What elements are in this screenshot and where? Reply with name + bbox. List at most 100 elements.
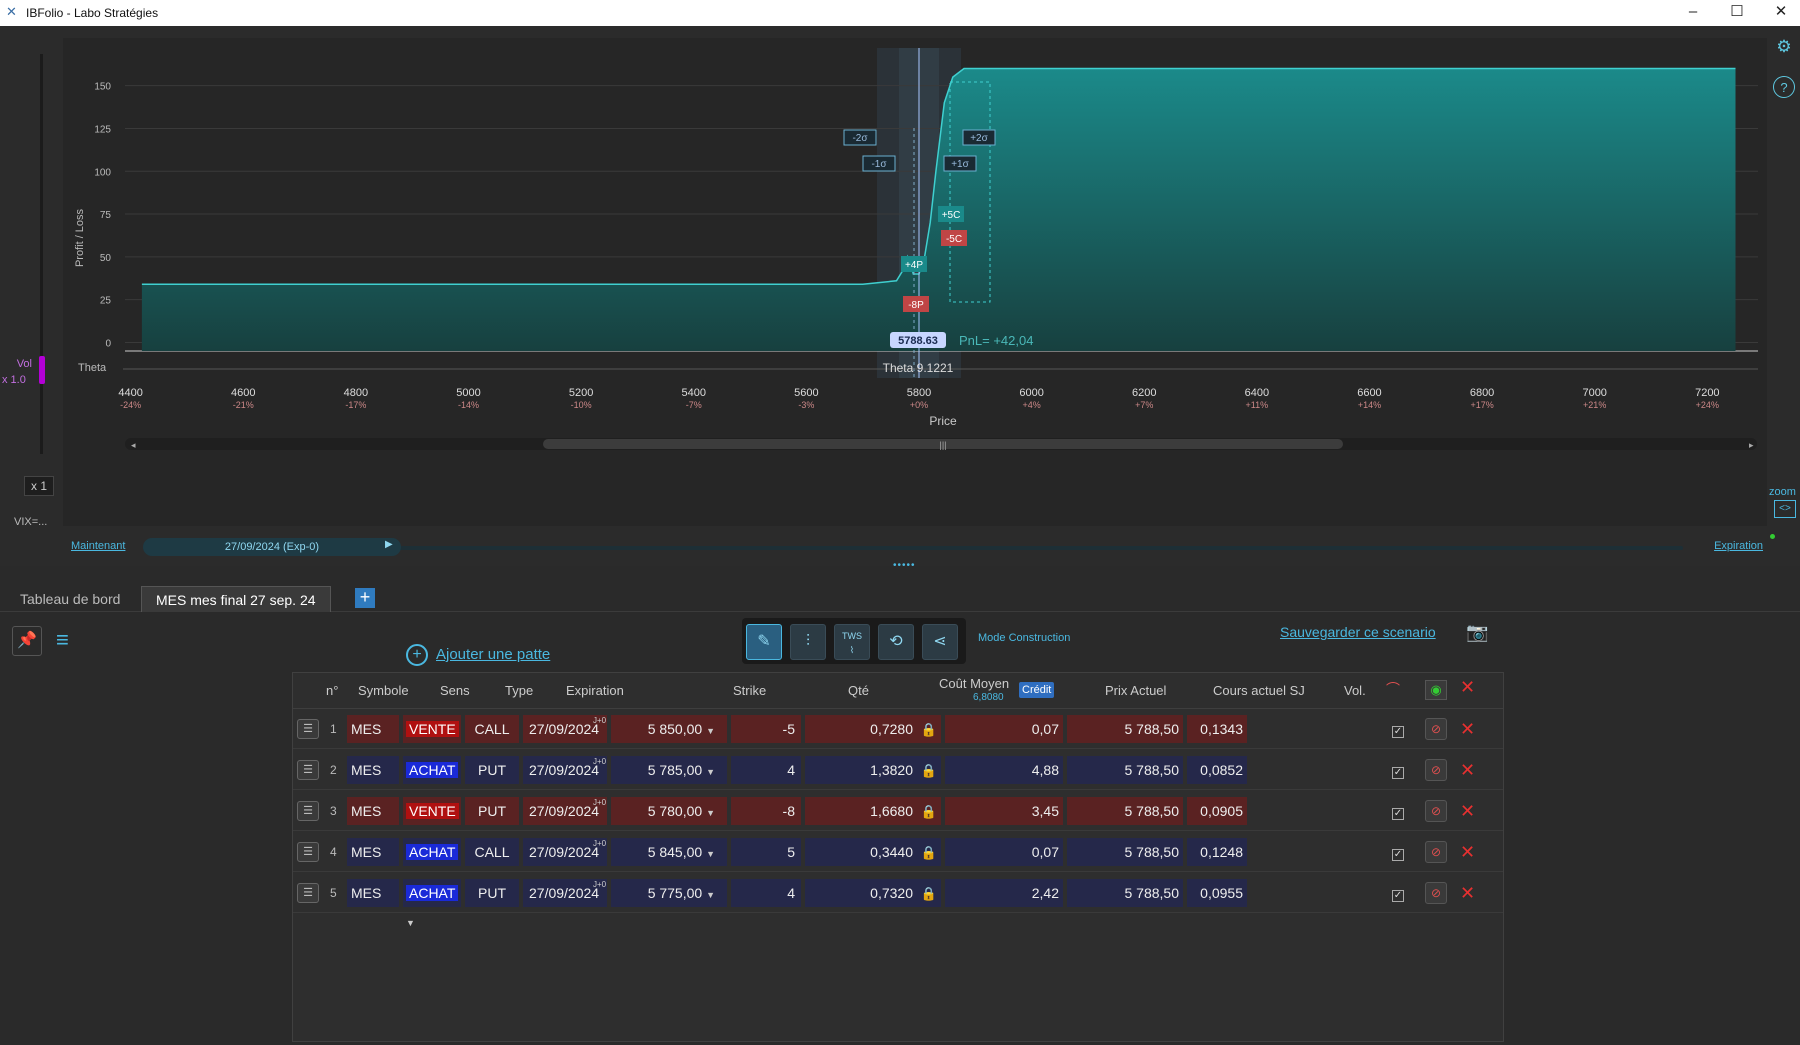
menu-icon[interactable]: ≡ [56, 627, 69, 652]
leg-vol[interactable]: 0,0955 [1187, 879, 1247, 907]
leg-strike[interactable]: 5 780,00 ▼ [611, 797, 727, 825]
hide-icon[interactable]: ⊘ [1425, 882, 1447, 910]
leg-symbol[interactable]: MES [347, 756, 399, 784]
sliders-icon[interactable]: ⫶ [790, 624, 826, 660]
chevron-down-icon[interactable]: ▼ [706, 726, 715, 736]
leg-quantity[interactable]: 4 [731, 879, 801, 907]
hide-icon[interactable]: ⊘ [1425, 800, 1447, 828]
leg-quantity[interactable]: 4 [731, 756, 801, 784]
leg-sens[interactable]: VENTE ▼ [403, 715, 461, 764]
tab-dashboard[interactable]: Tableau de bord [20, 591, 121, 607]
strike-tag-plus4p[interactable]: +4P [901, 256, 927, 272]
drag-handle-icon[interactable]: ☰ [297, 719, 319, 739]
timeline-date-slider[interactable]: 27/09/2024 (Exp-0) [143, 538, 401, 556]
timeline-expiration-link[interactable]: Expiration [1714, 540, 1763, 552]
leg-sens[interactable]: ACHAT ▼ [403, 879, 461, 928]
leg-strike[interactable]: 5 785,00 ▼ [611, 756, 727, 784]
multiplier-button[interactable]: x 1 [24, 476, 54, 496]
leg-type[interactable]: PUT [465, 879, 519, 907]
credit-badge[interactable]: Crédit [1019, 682, 1055, 698]
strike-tag-minus8p[interactable]: -8P [903, 296, 929, 312]
leg-strike[interactable]: 5 775,00 ▼ [611, 879, 727, 907]
leg-avg-cost[interactable]: 1,3820 [805, 756, 917, 784]
tab-strategy[interactable]: MES mes final 27 sep. 24 [141, 586, 331, 612]
leg-checkbox[interactable]: ✓ [1392, 726, 1404, 738]
vol-slider-thumb[interactable] [39, 356, 45, 384]
leg-sens[interactable]: ACHAT ▼ [403, 838, 461, 887]
hide-icon[interactable]: ⊘ [1425, 718, 1447, 746]
leg-vol[interactable]: 0,0905 [1187, 797, 1247, 825]
save-scenario-link[interactable]: Sauvegarder ce scenario [1280, 624, 1436, 640]
leg-checkbox[interactable]: ✓ [1392, 890, 1404, 902]
chevron-down-icon[interactable]: ▼ [706, 808, 715, 818]
pnl-chart-panel[interactable]: -2σ -1σ +2σ +1σ +5C -5C +4P -8P 5788.63 … [63, 38, 1767, 526]
add-tab-button[interactable]: + [355, 588, 375, 608]
delete-leg-icon[interactable]: ✕ [1460, 883, 1476, 903]
delete-leg-icon[interactable]: ✕ [1460, 760, 1476, 780]
chevron-down-icon[interactable]: ▼ [406, 918, 415, 928]
scroll-grip-icon[interactable]: ||| [939, 440, 946, 450]
eye-icon[interactable]: ◉ [1425, 680, 1447, 700]
leg-expiration[interactable]: 27/09/2024 J+0 [523, 879, 607, 907]
drag-handle-icon[interactable]: ☰ [297, 842, 319, 862]
pen-icon[interactable]: ✎ [746, 624, 782, 660]
delete-all-icon[interactable]: ✕ [1460, 677, 1476, 697]
leg-sens[interactable]: ACHAT ▼ [403, 756, 461, 805]
delete-leg-icon[interactable]: ✕ [1460, 801, 1476, 821]
pin-icon[interactable]: 📌 [12, 626, 42, 656]
lock-icon[interactable]: 🔒 [917, 838, 941, 866]
share-icon[interactable]: ⋖ [922, 624, 958, 660]
play-icon[interactable]: ▶ [385, 539, 393, 550]
leg-expiration[interactable]: 27/09/2024 J+0 [523, 756, 607, 784]
hide-icon[interactable]: ⊘ [1425, 841, 1447, 869]
history-icon[interactable]: ⟲ [878, 624, 914, 660]
pnl-chart[interactable]: -2σ -1σ +2σ +1σ +5C -5C +4P -8P 5788.63 … [63, 38, 1767, 526]
gear-icon[interactable]: ⚙ [1776, 37, 1792, 56]
chevron-down-icon[interactable]: ▼ [706, 890, 715, 900]
leg-strike[interactable]: 5 850,00 ▼ [611, 715, 727, 743]
help-icon[interactable]: ? [1773, 76, 1795, 98]
leg-avg-cost[interactable]: 0,7280 [805, 715, 917, 743]
drag-handle-icon[interactable]: ☰ [297, 801, 319, 821]
strike-tag-minus5c[interactable]: -5C [941, 230, 967, 246]
chart-scrollbar-thumb[interactable] [543, 439, 1343, 449]
lock-icon[interactable]: 🔒 [917, 715, 941, 743]
lock-icon[interactable]: 🔒 [917, 797, 941, 825]
chevron-down-icon[interactable]: ▼ [706, 767, 715, 777]
leg-quantity[interactable]: 5 [731, 838, 801, 866]
scroll-right-icon[interactable]: ▸ [1749, 440, 1754, 450]
leg-type[interactable]: PUT [465, 797, 519, 825]
leg-symbol[interactable]: MES [347, 879, 399, 907]
close-window-button[interactable]: ✕ [1774, 3, 1788, 20]
leg-type[interactable]: CALL [465, 715, 519, 743]
panel-splitter-handle[interactable]: ••••• [893, 560, 916, 571]
lock-icon[interactable]: 🔒 [917, 756, 941, 784]
leg-vol[interactable]: 0,1343 [1187, 715, 1247, 743]
leg-expiration[interactable]: 27/09/2024 J+0 [523, 838, 607, 866]
leg-expiration[interactable]: 27/09/2024 J+0 [523, 797, 607, 825]
tws-icon[interactable]: TWS ⌇ [834, 624, 870, 660]
leg-avg-cost[interactable]: 0,3440 [805, 838, 917, 866]
camera-icon[interactable]: 📷 [1466, 622, 1489, 642]
leg-checkbox[interactable]: ✓ [1392, 808, 1404, 820]
timeline-track[interactable] [143, 546, 1683, 550]
leg-type[interactable]: PUT [465, 756, 519, 784]
leg-checkbox[interactable]: ✓ [1392, 767, 1404, 779]
lock-icon[interactable]: 🔒 [917, 879, 941, 907]
leg-sens[interactable]: VENTE ▼ [403, 797, 461, 846]
leg-symbol[interactable]: MES [347, 715, 399, 743]
leg-expiration[interactable]: 27/09/2024 J+0 [523, 715, 607, 743]
drag-handle-icon[interactable]: ☰ [297, 883, 319, 903]
zoom-reset-icon[interactable]: <> [1774, 500, 1796, 518]
leg-symbol[interactable]: MES [347, 797, 399, 825]
scroll-left-icon[interactable]: ◂ [131, 440, 136, 450]
leg-avg-cost[interactable]: 0,7320 [805, 879, 917, 907]
delete-leg-icon[interactable]: ✕ [1460, 719, 1476, 739]
strike-tag-plus5c[interactable]: +5C [938, 206, 964, 222]
vol-slider-track[interactable] [40, 54, 43, 454]
leg-symbol[interactable]: MES [347, 838, 399, 866]
leg-quantity[interactable]: -8 [731, 797, 801, 825]
